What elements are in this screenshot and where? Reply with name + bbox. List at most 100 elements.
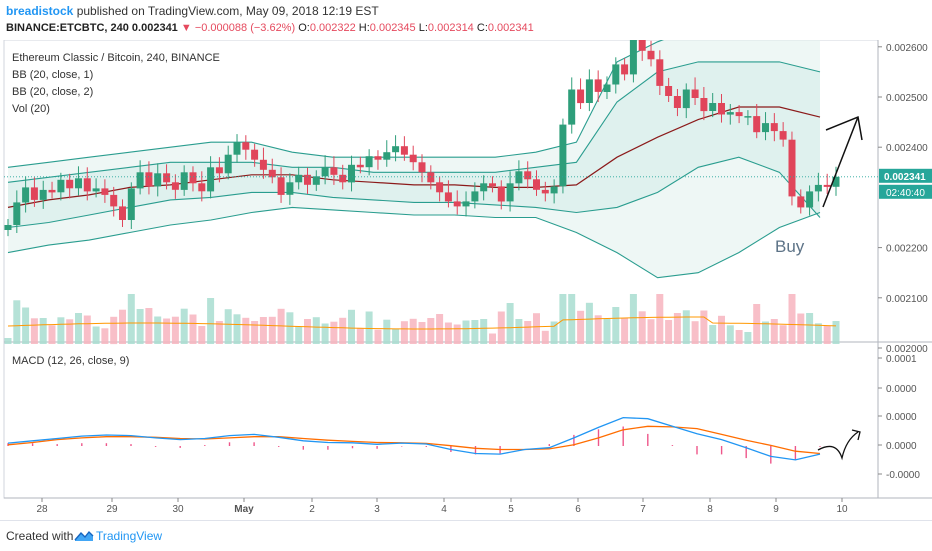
candle-body bbox=[30, 187, 38, 200]
volume-bar bbox=[568, 294, 576, 344]
volume-bar bbox=[242, 317, 250, 344]
volume-bar bbox=[189, 314, 197, 344]
candle-body bbox=[110, 194, 118, 207]
candle-body bbox=[409, 154, 417, 163]
candle-body bbox=[700, 98, 708, 112]
footer: Created with TradingView bbox=[0, 520, 932, 551]
candle-body bbox=[797, 196, 805, 208]
candle-body bbox=[418, 162, 426, 173]
candle-body bbox=[788, 139, 796, 197]
legend-bb1: BB (20, close, 1) bbox=[12, 69, 93, 81]
time-tick-label: 10 bbox=[836, 504, 848, 515]
volume-bar bbox=[383, 319, 391, 344]
symbol-label: BINANCE:ETCBTC, 240 bbox=[6, 22, 129, 34]
volume-bar bbox=[304, 319, 311, 344]
candle-body bbox=[621, 64, 629, 75]
candle-body bbox=[66, 179, 74, 189]
candle-body bbox=[189, 172, 197, 184]
candle-body bbox=[57, 179, 65, 193]
volume-bar bbox=[127, 294, 135, 344]
volume-bar bbox=[251, 321, 259, 344]
price-tick-label: 0.002000 bbox=[886, 344, 928, 355]
volume-bar bbox=[577, 310, 585, 344]
macd-tick-label: 0.0000 bbox=[886, 441, 917, 452]
price-tick-label: 0.002500 bbox=[886, 93, 928, 104]
author-link[interactable]: breadistock bbox=[6, 4, 74, 18]
volume-bar bbox=[603, 318, 611, 344]
high-label: H: bbox=[358, 22, 370, 34]
candle-body bbox=[39, 189, 47, 200]
volume-bar bbox=[259, 317, 267, 344]
candle-body bbox=[145, 172, 153, 187]
candle-body bbox=[400, 146, 408, 155]
volume-bar bbox=[823, 326, 831, 344]
candle-body bbox=[682, 89, 690, 109]
volume-bar bbox=[744, 332, 752, 344]
last-price: 0.002341 bbox=[131, 22, 178, 34]
volume-bar bbox=[656, 294, 664, 344]
volume-bar bbox=[480, 319, 488, 344]
volume-bar bbox=[673, 313, 681, 344]
time-tick-label: 28 bbox=[36, 504, 48, 515]
bb2-lower-line bbox=[7, 206, 821, 279]
volume-bar bbox=[559, 294, 567, 344]
volume-bar bbox=[39, 318, 47, 344]
time-tick-label: 29 bbox=[106, 504, 118, 515]
volume-bar bbox=[462, 320, 470, 344]
volume-bar bbox=[762, 321, 769, 344]
candle-body bbox=[709, 103, 717, 111]
candle-body bbox=[550, 186, 558, 194]
volume-bar bbox=[13, 300, 21, 344]
time-tick-label: 9 bbox=[773, 504, 779, 515]
candle-body bbox=[259, 159, 267, 170]
price-tick-label: 0.002600 bbox=[886, 43, 928, 54]
volume-bar bbox=[647, 319, 655, 344]
volume-bar bbox=[136, 309, 144, 344]
buy-annotation: Buy bbox=[775, 237, 805, 256]
candle-body bbox=[480, 183, 488, 192]
macd-tick-label: 0.0000 bbox=[886, 412, 917, 423]
volume-bar bbox=[471, 320, 479, 344]
close-label: C: bbox=[476, 22, 488, 34]
volume-bar bbox=[110, 316, 118, 345]
time-tick-label: 6 bbox=[575, 504, 581, 515]
volume-bar bbox=[524, 321, 532, 344]
volume-bar bbox=[541, 330, 549, 344]
candle-body bbox=[233, 142, 241, 155]
volume-bar bbox=[638, 311, 646, 345]
volume-bar bbox=[268, 316, 276, 344]
time-tick-label: 2 bbox=[309, 504, 315, 515]
candle-body bbox=[427, 172, 435, 183]
candle-body bbox=[753, 116, 761, 133]
candle-body bbox=[436, 182, 444, 193]
candle-body bbox=[691, 89, 699, 98]
macd-tick-label: -0.0000 bbox=[886, 470, 920, 481]
volume-bar bbox=[224, 309, 232, 344]
tradingview-brand[interactable]: TradingView bbox=[96, 529, 163, 543]
time-tick-label: 5 bbox=[508, 504, 514, 515]
candle-body bbox=[13, 202, 21, 225]
volume-bar bbox=[550, 321, 558, 344]
time-axis: 28 29 30 May 2 3 4 5 6 7 8 9 10 bbox=[36, 498, 848, 515]
candle-body bbox=[330, 167, 338, 175]
volume-bar bbox=[814, 323, 822, 344]
volume-bar bbox=[665, 320, 673, 344]
price-chart[interactable]: 0.0027000.0026000.0025000.0024000.002200… bbox=[0, 40, 932, 520]
volume-bar bbox=[321, 323, 329, 344]
tradingview-logo-icon[interactable] bbox=[74, 528, 94, 544]
candle-body bbox=[629, 40, 637, 75]
candle-body bbox=[603, 84, 611, 92]
candle-body bbox=[823, 184, 831, 187]
candle-body bbox=[577, 89, 585, 104]
volume-bar bbox=[57, 317, 65, 344]
low-label: L: bbox=[418, 22, 428, 34]
volume-bar bbox=[779, 325, 787, 344]
volume-bar bbox=[444, 322, 452, 344]
candlesticks bbox=[4, 40, 878, 237]
candle-body bbox=[638, 40, 646, 51]
volume-bar bbox=[207, 298, 215, 344]
volume-bar bbox=[418, 322, 426, 344]
volume-ma-line bbox=[7, 316, 837, 330]
volume-bar bbox=[621, 318, 629, 344]
close-value: 0.002341 bbox=[487, 22, 534, 34]
